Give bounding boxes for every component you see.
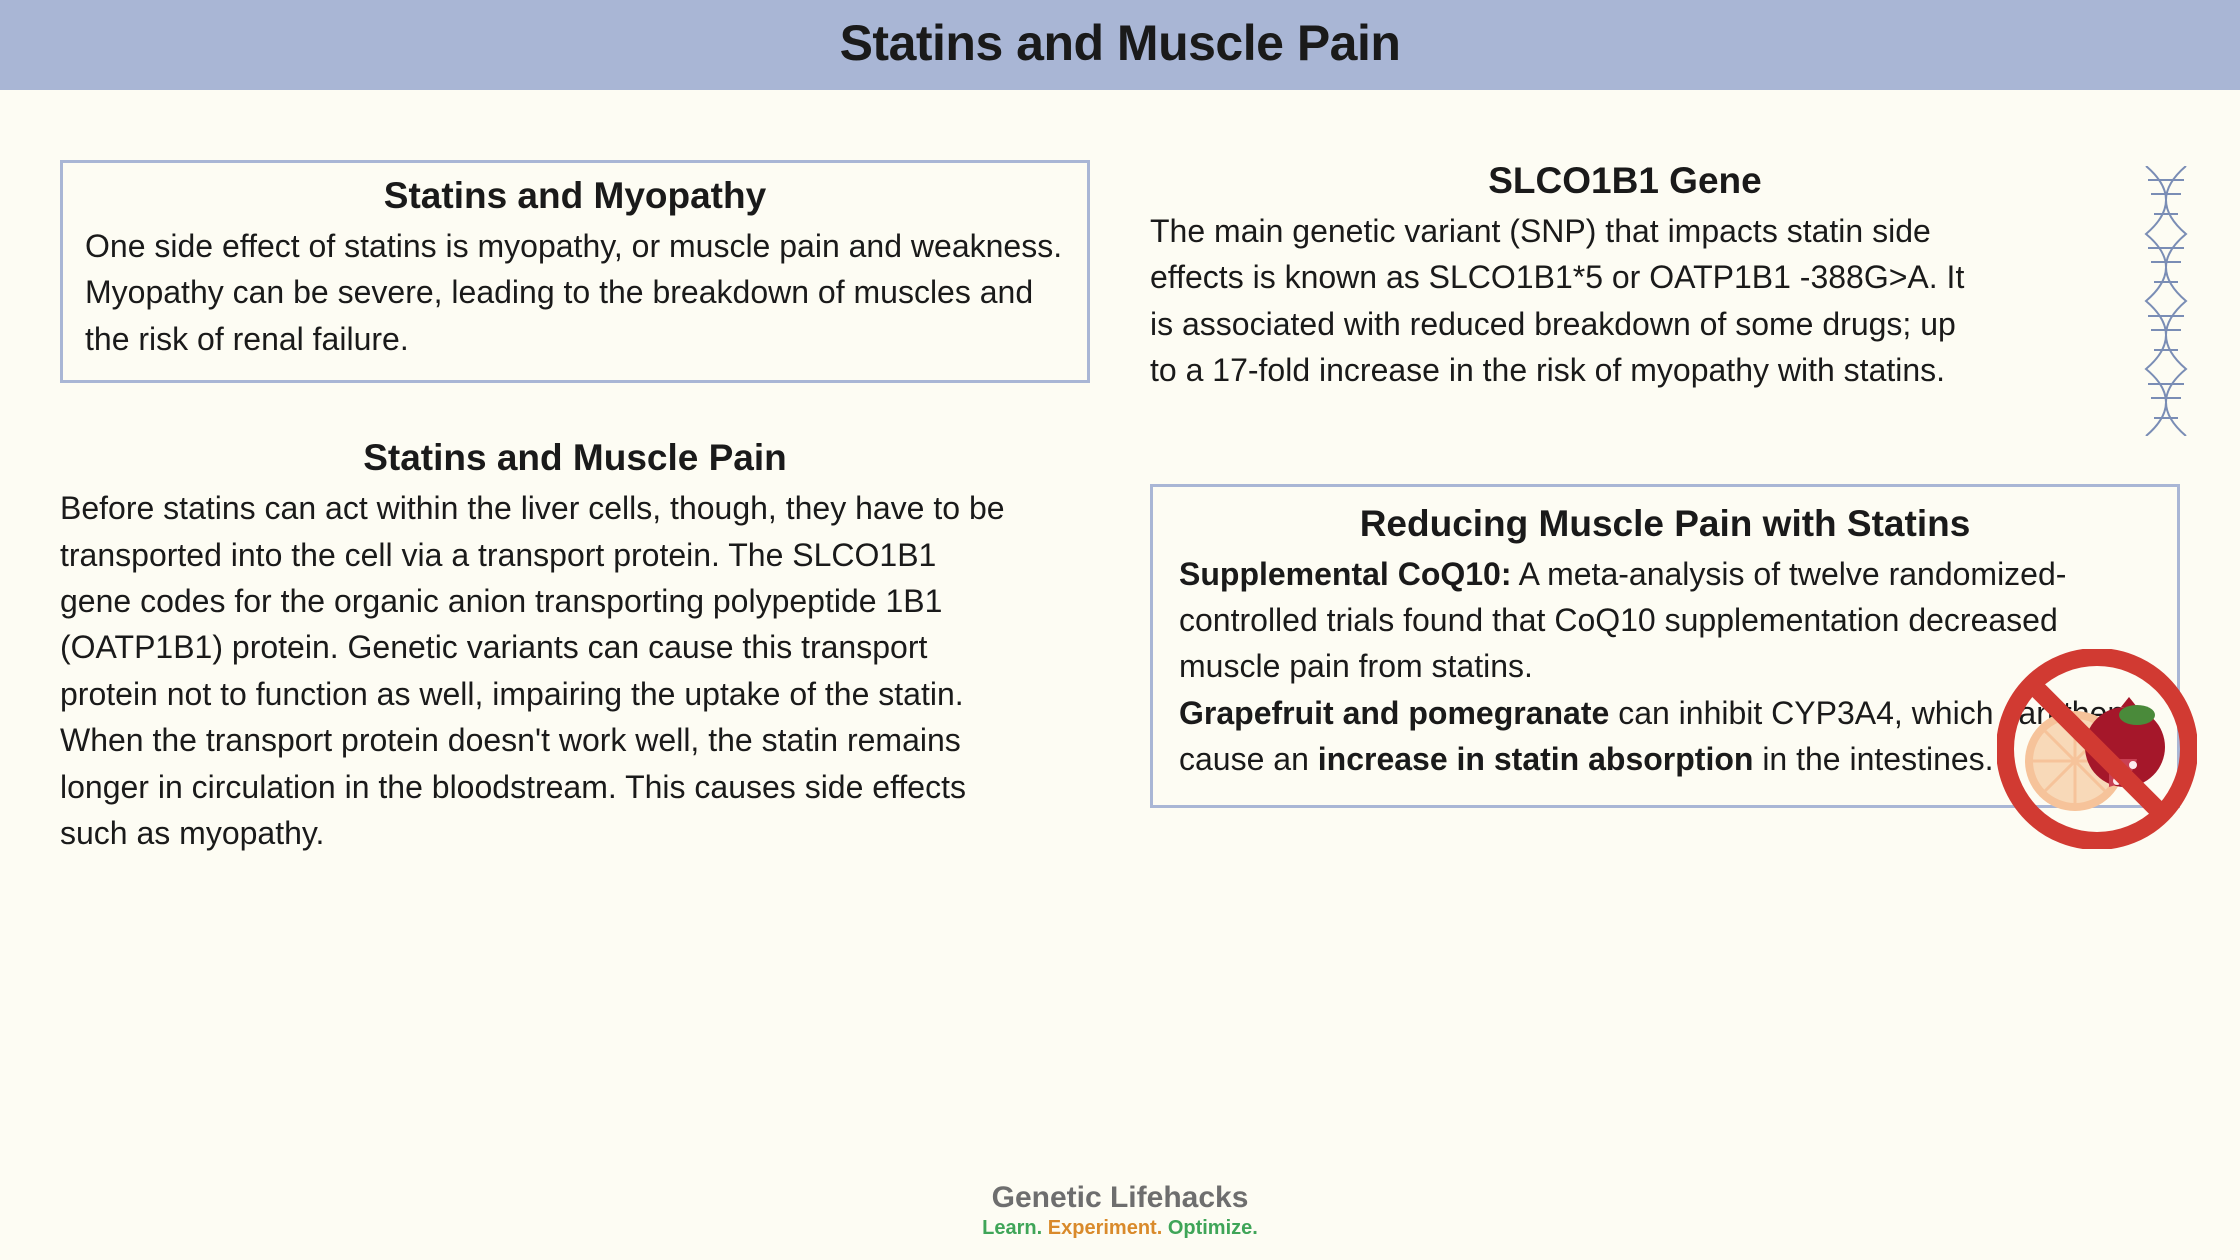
right-column: SLCO1B1 Gene The main genetic variant (S… <box>1150 160 2180 856</box>
reducing-pain-box: Reducing Muscle Pain with Statins Supple… <box>1150 484 2180 808</box>
myopathy-text: One side effect of statins is myopathy, … <box>85 223 1065 362</box>
dna-icon <box>2126 166 2206 436</box>
brand-tagline: Learn. Experiment. Optimize. <box>0 1217 2240 1240</box>
left-column: Statins and Myopathy One side effect of … <box>60 160 1090 856</box>
no-fruit-icon <box>1997 649 2197 849</box>
muscle-pain-title: Statins and Muscle Pain <box>60 437 1090 479</box>
muscle-pain-para2: When the transport protein doesn't work … <box>60 722 966 851</box>
tag-optimize: Optimize. <box>1168 1217 1258 1239</box>
slco1b1-block: SLCO1B1 Gene The main genetic variant (S… <box>1150 160 2180 394</box>
coq10-label: Supplemental CoQ10: <box>1179 556 1512 592</box>
reducing-pain-title: Reducing Muscle Pain with Statins <box>1179 503 2151 545</box>
header-bar: Statins and Muscle Pain <box>0 0 2240 90</box>
muscle-pain-block: Statins and Muscle Pain Before statins c… <box>60 437 1090 856</box>
muscle-pain-text: Before statins can act within the liver … <box>60 485 1010 856</box>
myopathy-title: Statins and Myopathy <box>85 175 1065 217</box>
grapefruit-end: in the intestines. <box>1753 741 1993 777</box>
tag-experiment: Experiment. <box>1048 1217 1162 1239</box>
tag-learn: Learn. <box>982 1217 1042 1239</box>
slco1b1-title: SLCO1B1 Gene <box>1150 160 2100 202</box>
grapefruit-label: Grapefruit and pomegranate <box>1179 695 1609 731</box>
slco1b1-text: The main genetic variant (SNP) that impa… <box>1150 208 1990 394</box>
footer: Genetic Lifehacks Learn. Experiment. Opt… <box>0 1181 2240 1240</box>
brand-name: Genetic Lifehacks <box>0 1181 2240 1215</box>
page-title: Statins and Muscle Pain <box>0 14 2240 72</box>
myopathy-box: Statins and Myopathy One side effect of … <box>60 160 1090 383</box>
absorption-bold: increase in statin absorption <box>1318 741 1754 777</box>
muscle-pain-para1: Before statins can act within the liver … <box>60 490 1005 712</box>
content-area: Statins and Myopathy One side effect of … <box>0 90 2240 856</box>
